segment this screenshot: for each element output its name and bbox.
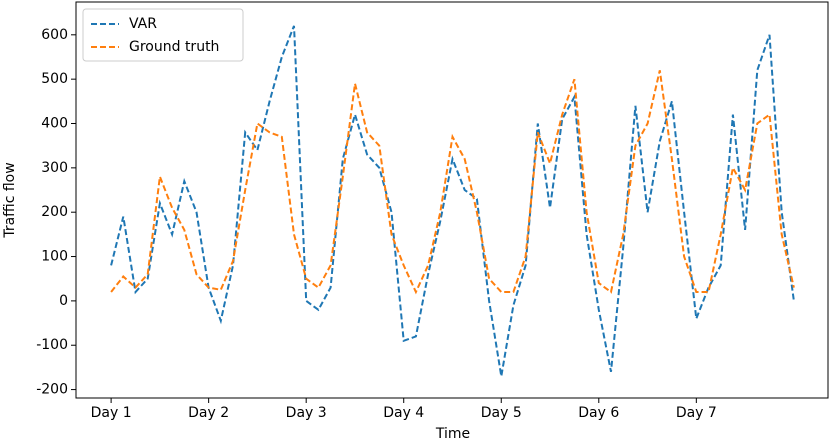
x-tick-label: Day 5	[481, 405, 522, 421]
x-tick-label: Day 2	[188, 405, 229, 421]
legend-label: VAR	[129, 16, 157, 32]
y-axis-label: Traffic flow	[2, 162, 18, 238]
y-tick-label: 300	[41, 160, 68, 176]
y-tick-label: 100	[41, 249, 68, 265]
y-tick-label: 500	[41, 71, 68, 87]
x-tick-label: Day 6	[578, 405, 619, 421]
y-tick-label: 0	[59, 293, 68, 309]
x-axis-label: Time	[435, 426, 470, 442]
series-line	[110, 25, 795, 377]
y-tick-label: -100	[36, 337, 68, 353]
legend-label: Ground truth	[129, 39, 219, 55]
plot-frame	[75, 1, 829, 399]
legend-box	[82, 8, 244, 62]
y-tick-label: -200	[36, 382, 68, 398]
x-tick-label: Day 4	[383, 405, 424, 421]
x-tick-label: Day 7	[676, 405, 717, 421]
y-tick-label: 400	[41, 116, 68, 132]
series-line	[110, 70, 795, 295]
x-tick-label: Day 3	[286, 405, 327, 421]
y-tick-label: 200	[41, 204, 68, 220]
x-tick-label: Day 1	[91, 405, 132, 421]
y-tick-label: 600	[41, 27, 68, 43]
